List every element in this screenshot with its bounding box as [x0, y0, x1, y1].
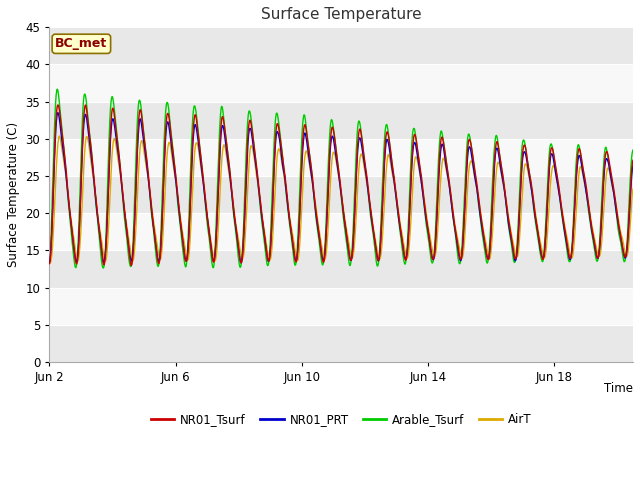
AirT [76, 248, 83, 254]
Bar [49, 288, 633, 325]
Y-axis label: Surface Temperature (C): Surface Temperature (C) [7, 122, 20, 267]
Arable_Tsurf [45, 257, 53, 263]
Text: BC_met: BC_met [55, 37, 108, 50]
Arable_Tsurf [76, 204, 83, 209]
NR01_Tsurf [612, 206, 620, 212]
AirT [45, 261, 53, 266]
AirT [56, 133, 63, 139]
AirT [612, 204, 620, 210]
NR01_PRT [506, 227, 513, 233]
Line: NR01_Tsurf: NR01_Tsurf [49, 105, 633, 265]
Arable_Tsurf [506, 230, 513, 236]
Arable_Tsurf [99, 265, 107, 271]
NR01_PRT [237, 260, 244, 266]
Bar [49, 325, 633, 362]
NR01_PRT [330, 138, 338, 144]
NR01_PRT [629, 163, 637, 168]
Line: AirT: AirT [49, 136, 633, 264]
NR01_PRT [76, 224, 83, 229]
AirT [506, 219, 513, 225]
Arable_Tsurf [314, 232, 322, 238]
NR01_PRT [54, 110, 61, 116]
Arable_Tsurf [629, 147, 637, 153]
Arable_Tsurf [612, 210, 620, 216]
Bar [49, 64, 633, 102]
Arable_Tsurf [330, 128, 338, 133]
NR01_Tsurf [330, 130, 338, 135]
Bar [49, 251, 633, 288]
NR01_PRT [612, 210, 620, 216]
NR01_Tsurf [127, 263, 135, 268]
Legend: NR01_Tsurf, NR01_PRT, Arable_Tsurf, AirT: NR01_Tsurf, NR01_PRT, Arable_Tsurf, AirT [146, 408, 536, 431]
Bar [49, 102, 633, 139]
Line: Arable_Tsurf: Arable_Tsurf [49, 89, 633, 268]
NR01_Tsurf [613, 208, 621, 214]
NR01_Tsurf [76, 223, 83, 229]
Arable_Tsurf [54, 86, 61, 92]
AirT [330, 149, 337, 155]
Bar [49, 27, 633, 64]
Bar [49, 139, 633, 176]
NR01_Tsurf [506, 223, 513, 228]
AirT [612, 203, 620, 208]
AirT [629, 186, 637, 192]
NR01_Tsurf [314, 225, 322, 231]
NR01_PRT [45, 260, 53, 265]
NR01_PRT [314, 228, 322, 233]
NR01_Tsurf [54, 102, 61, 108]
NR01_PRT [613, 212, 621, 217]
NR01_Tsurf [45, 261, 53, 266]
NR01_Tsurf [629, 157, 637, 163]
Title: Surface Temperature: Surface Temperature [261, 7, 422, 22]
Bar [49, 213, 633, 251]
X-axis label: Time: Time [604, 382, 633, 395]
Bar [49, 176, 633, 213]
Line: NR01_PRT: NR01_PRT [49, 113, 633, 263]
AirT [314, 220, 322, 226]
Arable_Tsurf [613, 213, 621, 219]
